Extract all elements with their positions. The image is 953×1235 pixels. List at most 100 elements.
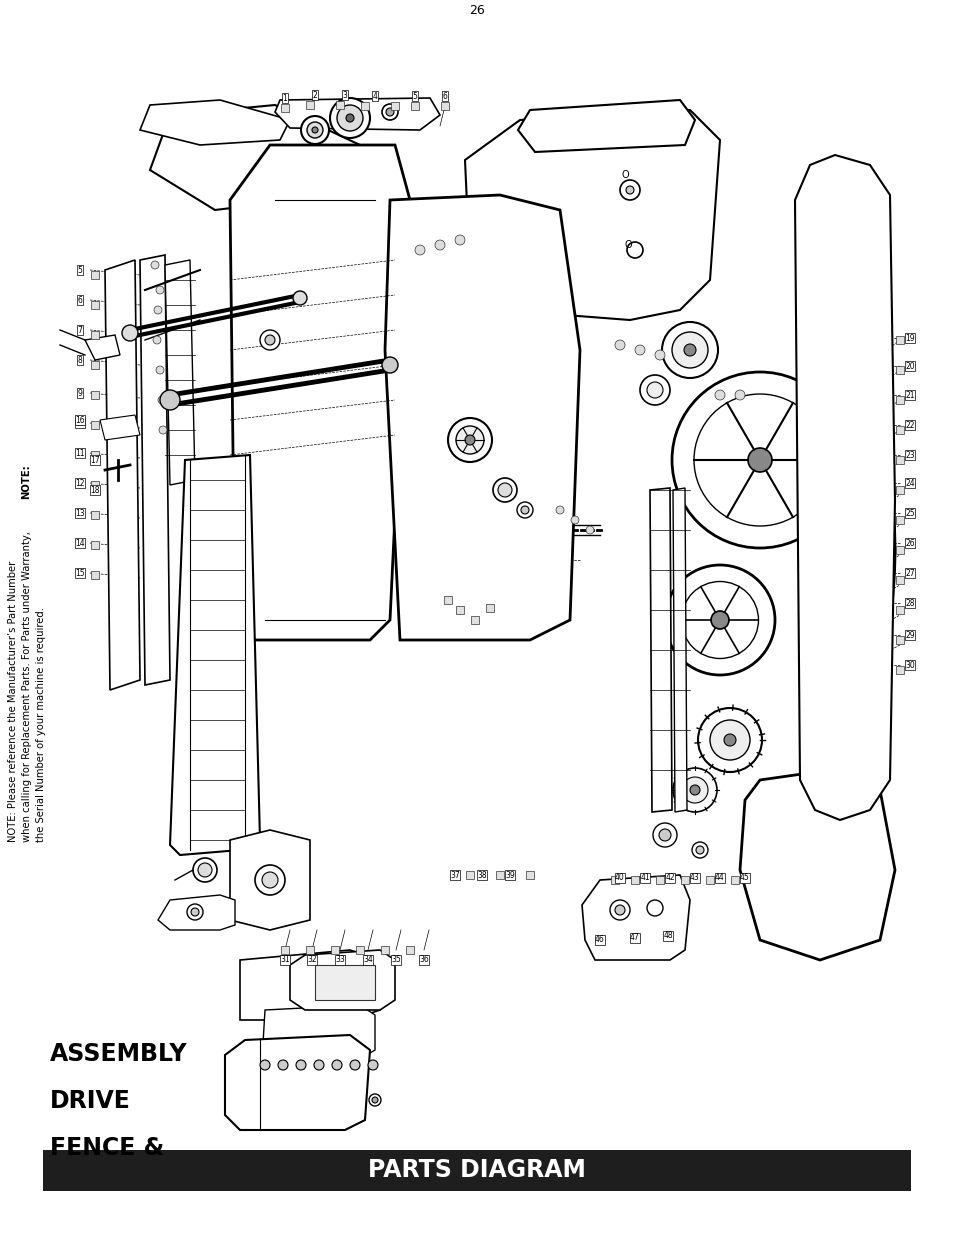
Polygon shape bbox=[240, 950, 379, 1020]
Bar bbox=[730, 876, 739, 884]
Polygon shape bbox=[672, 488, 686, 811]
Text: 10: 10 bbox=[75, 419, 85, 427]
Text: 21: 21 bbox=[904, 390, 914, 399]
Circle shape bbox=[683, 345, 696, 356]
Circle shape bbox=[260, 1060, 270, 1070]
Circle shape bbox=[747, 448, 771, 472]
Bar bbox=[91, 571, 99, 579]
Bar bbox=[465, 871, 474, 879]
Circle shape bbox=[435, 240, 444, 249]
Text: 28: 28 bbox=[904, 599, 914, 608]
Text: 32: 32 bbox=[307, 956, 316, 965]
Polygon shape bbox=[85, 335, 120, 359]
Text: 41: 41 bbox=[639, 873, 649, 883]
Text: 7: 7 bbox=[77, 326, 82, 335]
Circle shape bbox=[160, 390, 180, 410]
Circle shape bbox=[193, 858, 216, 882]
Circle shape bbox=[191, 908, 199, 916]
Text: 15: 15 bbox=[75, 568, 85, 578]
Circle shape bbox=[571, 516, 578, 524]
Bar bbox=[91, 391, 99, 399]
Circle shape bbox=[693, 394, 825, 526]
Circle shape bbox=[714, 390, 724, 400]
Circle shape bbox=[615, 340, 624, 350]
Text: 42: 42 bbox=[664, 873, 674, 883]
Circle shape bbox=[520, 506, 529, 514]
Polygon shape bbox=[262, 1005, 375, 1060]
Circle shape bbox=[314, 1060, 324, 1070]
Circle shape bbox=[723, 734, 735, 746]
Polygon shape bbox=[140, 254, 170, 685]
Polygon shape bbox=[105, 261, 140, 690]
Text: 13: 13 bbox=[75, 509, 85, 517]
Text: 8: 8 bbox=[77, 356, 82, 364]
Text: 40: 40 bbox=[615, 873, 624, 883]
Text: 44: 44 bbox=[715, 873, 724, 883]
Bar bbox=[895, 516, 903, 524]
Circle shape bbox=[350, 1060, 359, 1070]
Circle shape bbox=[122, 325, 138, 341]
Circle shape bbox=[386, 107, 394, 116]
Text: 25: 25 bbox=[904, 509, 914, 517]
Polygon shape bbox=[649, 488, 671, 811]
Bar bbox=[895, 396, 903, 404]
Polygon shape bbox=[140, 100, 290, 144]
Bar bbox=[91, 301, 99, 309]
Circle shape bbox=[152, 336, 161, 345]
Bar bbox=[471, 616, 478, 624]
Bar bbox=[705, 876, 713, 884]
Text: 19: 19 bbox=[904, 333, 914, 342]
Bar bbox=[895, 606, 903, 614]
Text: 17: 17 bbox=[91, 456, 100, 464]
Bar bbox=[680, 876, 688, 884]
Circle shape bbox=[277, 1060, 288, 1070]
Circle shape bbox=[689, 785, 700, 795]
Bar bbox=[895, 576, 903, 584]
Bar bbox=[91, 421, 99, 429]
Text: NOTE: Please reference the Manufacturer’s Part Number
when calling for Replaceme: NOTE: Please reference the Manufacturer’… bbox=[8, 531, 46, 842]
Text: 12: 12 bbox=[75, 478, 85, 488]
Bar bbox=[355, 946, 364, 953]
Circle shape bbox=[710, 611, 728, 629]
Circle shape bbox=[368, 1060, 377, 1070]
Text: 3: 3 bbox=[342, 90, 347, 100]
Text: 6: 6 bbox=[77, 295, 82, 305]
Bar bbox=[91, 541, 99, 550]
Text: 26: 26 bbox=[469, 4, 484, 17]
Polygon shape bbox=[230, 830, 310, 930]
Circle shape bbox=[734, 390, 744, 400]
Polygon shape bbox=[225, 1035, 370, 1130]
Text: NOTE:: NOTE: bbox=[21, 464, 30, 499]
Bar bbox=[895, 336, 903, 345]
Text: 16: 16 bbox=[75, 415, 85, 425]
Bar bbox=[496, 871, 503, 879]
Polygon shape bbox=[517, 100, 695, 152]
Circle shape bbox=[156, 366, 164, 374]
Text: 18: 18 bbox=[91, 485, 100, 494]
Bar bbox=[895, 426, 903, 433]
Text: 30: 30 bbox=[904, 661, 914, 669]
Circle shape bbox=[635, 345, 644, 354]
Circle shape bbox=[619, 180, 639, 200]
Text: FENCE &: FENCE & bbox=[50, 1136, 164, 1160]
Circle shape bbox=[265, 335, 274, 345]
Circle shape bbox=[295, 1060, 306, 1070]
Text: 22: 22 bbox=[904, 420, 914, 430]
Text: O: O bbox=[620, 170, 628, 180]
Bar bbox=[314, 965, 375, 1000]
Circle shape bbox=[332, 1060, 341, 1070]
Bar bbox=[380, 946, 389, 953]
Bar bbox=[281, 104, 289, 112]
Text: 33: 33 bbox=[335, 956, 345, 965]
Polygon shape bbox=[100, 415, 140, 440]
Polygon shape bbox=[794, 156, 894, 820]
Circle shape bbox=[312, 127, 317, 133]
Circle shape bbox=[381, 104, 397, 120]
Text: 2: 2 bbox=[313, 90, 317, 100]
Circle shape bbox=[381, 357, 397, 373]
Circle shape bbox=[626, 242, 642, 258]
Polygon shape bbox=[290, 950, 395, 1010]
Bar bbox=[610, 876, 618, 884]
Text: 20: 20 bbox=[904, 362, 914, 370]
Bar bbox=[91, 270, 99, 279]
